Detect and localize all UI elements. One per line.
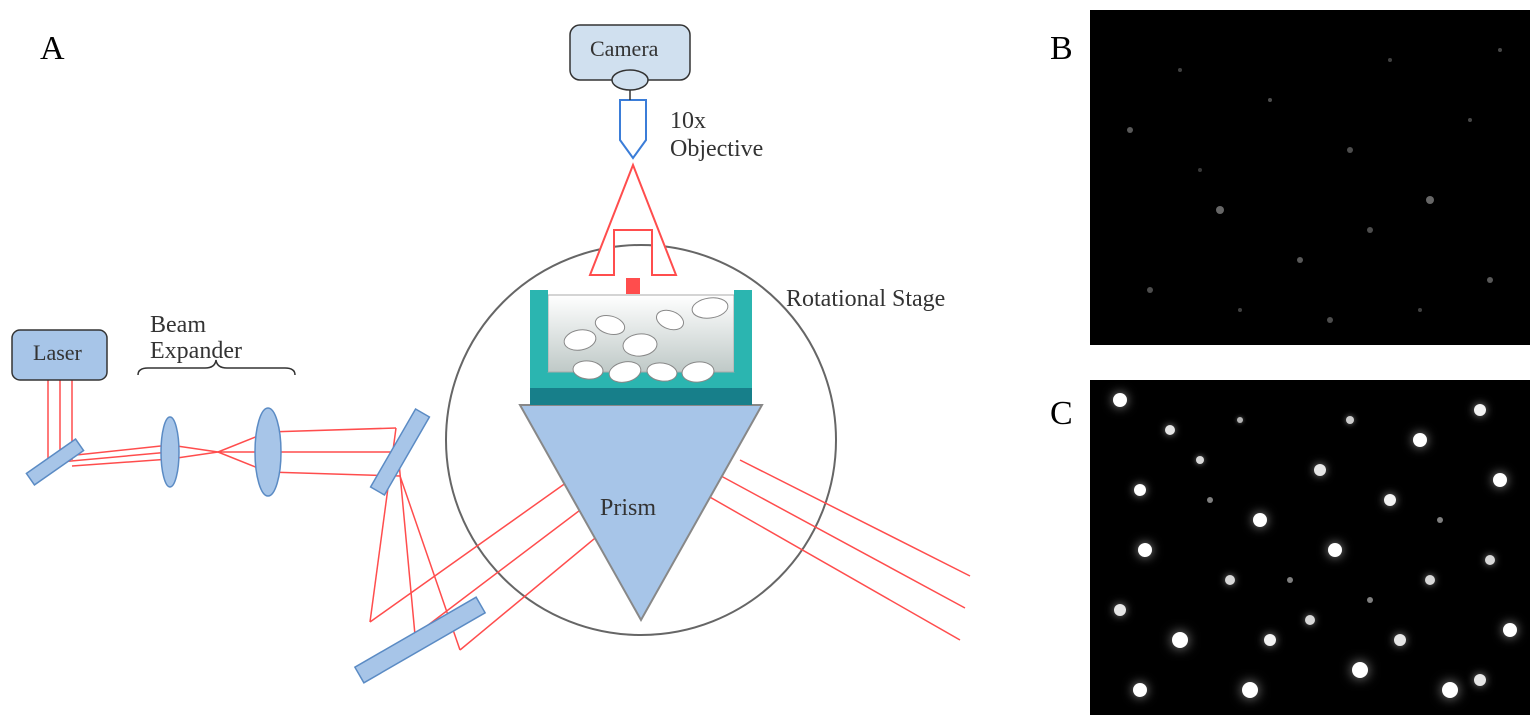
mirror-1 [26,439,83,485]
panel-b-label: B [1050,30,1073,68]
lens-1 [161,417,179,487]
microscopy-image-b [1090,10,1530,345]
microscopy-image-c [1090,380,1530,715]
rotational-stage-label: Rotational Stage [786,286,945,313]
panel-c-label: C [1050,395,1073,433]
objective-label-2: Objective [670,136,763,163]
prism-label: Prism [600,495,656,522]
camera-label: Camera [590,36,658,62]
beam-expander-label-1: Beam [150,312,206,339]
lens-2 [255,408,281,496]
objective-label-1: 10x [670,108,706,135]
laser-beams [48,380,970,650]
mirror-3 [355,597,485,683]
laser-label: Laser [33,340,82,366]
objective [620,100,646,158]
beam-expander-label-2: Expander [150,338,242,365]
light-arrow [590,165,676,294]
